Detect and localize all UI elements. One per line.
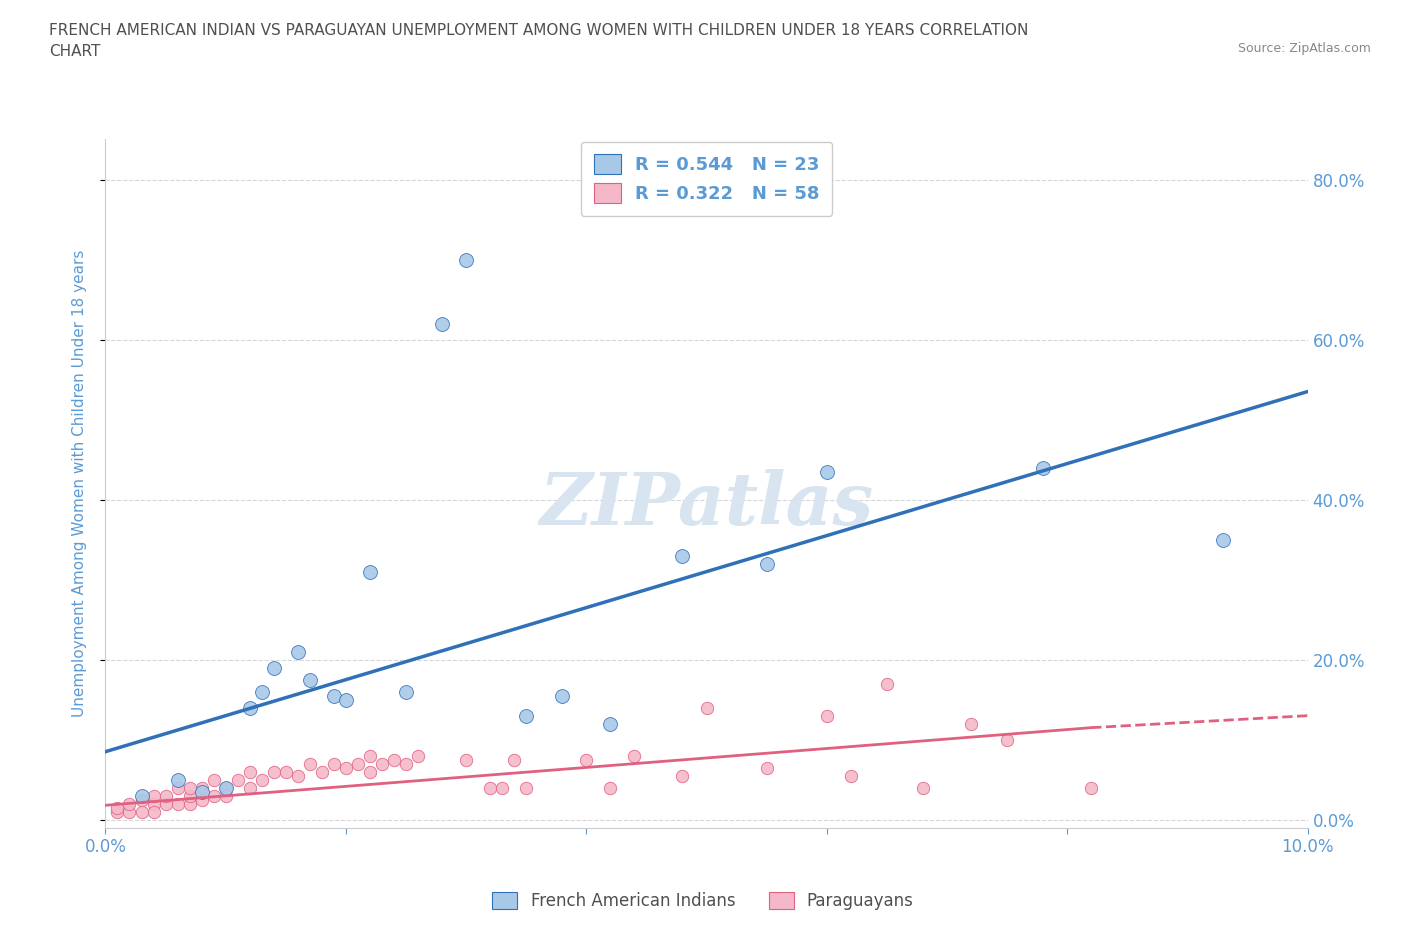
Point: [839, 768, 862, 783]
Point: [454, 252, 477, 267]
Point: [479, 780, 502, 795]
Point: [214, 789, 236, 804]
Point: [599, 780, 621, 795]
Point: [263, 764, 285, 779]
Point: [503, 752, 526, 767]
Point: [226, 772, 249, 787]
Point: [395, 756, 418, 771]
Point: [287, 644, 309, 659]
Point: [214, 780, 236, 795]
Point: [382, 752, 405, 767]
Point: [347, 756, 370, 771]
Text: Source: ZipAtlas.com: Source: ZipAtlas.com: [1237, 42, 1371, 55]
Point: [142, 789, 165, 804]
Point: [118, 804, 141, 819]
Point: [166, 780, 188, 795]
Point: [179, 780, 201, 795]
Point: [239, 764, 262, 779]
Point: [755, 556, 778, 571]
Point: [696, 700, 718, 715]
Point: [1080, 780, 1102, 795]
Point: [755, 760, 778, 775]
Point: [335, 692, 357, 707]
Point: [1212, 532, 1234, 547]
Point: [960, 716, 983, 731]
Point: [599, 716, 621, 731]
Point: [406, 749, 429, 764]
Point: [815, 464, 838, 479]
Legend: R = 0.544   N = 23, R = 0.322   N = 58: R = 0.544 N = 23, R = 0.322 N = 58: [581, 141, 832, 216]
Point: [250, 684, 273, 699]
Text: FRENCH AMERICAN INDIAN VS PARAGUAYAN UNEMPLOYMENT AMONG WOMEN WITH CHILDREN UNDE: FRENCH AMERICAN INDIAN VS PARAGUAYAN UNE…: [49, 23, 1029, 60]
Point: [359, 764, 381, 779]
Point: [179, 789, 201, 804]
Point: [142, 804, 165, 819]
Point: [911, 780, 934, 795]
Point: [430, 316, 453, 331]
Point: [515, 709, 537, 724]
Point: [239, 780, 262, 795]
Point: [322, 688, 344, 703]
Point: [515, 780, 537, 795]
Point: [371, 756, 394, 771]
Point: [214, 780, 236, 795]
Point: [335, 760, 357, 775]
Y-axis label: Unemployment Among Women with Children Under 18 years: Unemployment Among Women with Children U…: [72, 250, 87, 717]
Point: [263, 660, 285, 675]
Point: [250, 772, 273, 787]
Point: [671, 548, 693, 563]
Point: [107, 800, 129, 815]
Text: ZIPatlas: ZIPatlas: [540, 469, 873, 539]
Point: [190, 792, 212, 807]
Point: [551, 688, 574, 703]
Point: [107, 804, 129, 819]
Point: [202, 772, 225, 787]
Point: [118, 796, 141, 811]
Point: [155, 796, 177, 811]
Point: [575, 752, 598, 767]
Point: [491, 780, 513, 795]
Point: [311, 764, 333, 779]
Point: [995, 732, 1018, 747]
Point: [274, 764, 297, 779]
Point: [287, 768, 309, 783]
Point: [131, 792, 153, 807]
Point: [298, 756, 321, 771]
Point: [166, 796, 188, 811]
Point: [179, 796, 201, 811]
Point: [876, 676, 898, 691]
Point: [190, 780, 212, 795]
Point: [623, 749, 645, 764]
Point: [359, 749, 381, 764]
Legend: French American Indians, Paraguayans: French American Indians, Paraguayans: [485, 885, 921, 917]
Point: [395, 684, 418, 699]
Point: [190, 784, 212, 799]
Point: [155, 789, 177, 804]
Point: [322, 756, 344, 771]
Point: [454, 752, 477, 767]
Point: [298, 672, 321, 687]
Point: [239, 700, 262, 715]
Point: [202, 789, 225, 804]
Point: [815, 709, 838, 724]
Point: [1032, 460, 1054, 475]
Point: [131, 804, 153, 819]
Point: [359, 565, 381, 579]
Point: [671, 768, 693, 783]
Point: [166, 772, 188, 787]
Point: [142, 796, 165, 811]
Point: [131, 789, 153, 804]
